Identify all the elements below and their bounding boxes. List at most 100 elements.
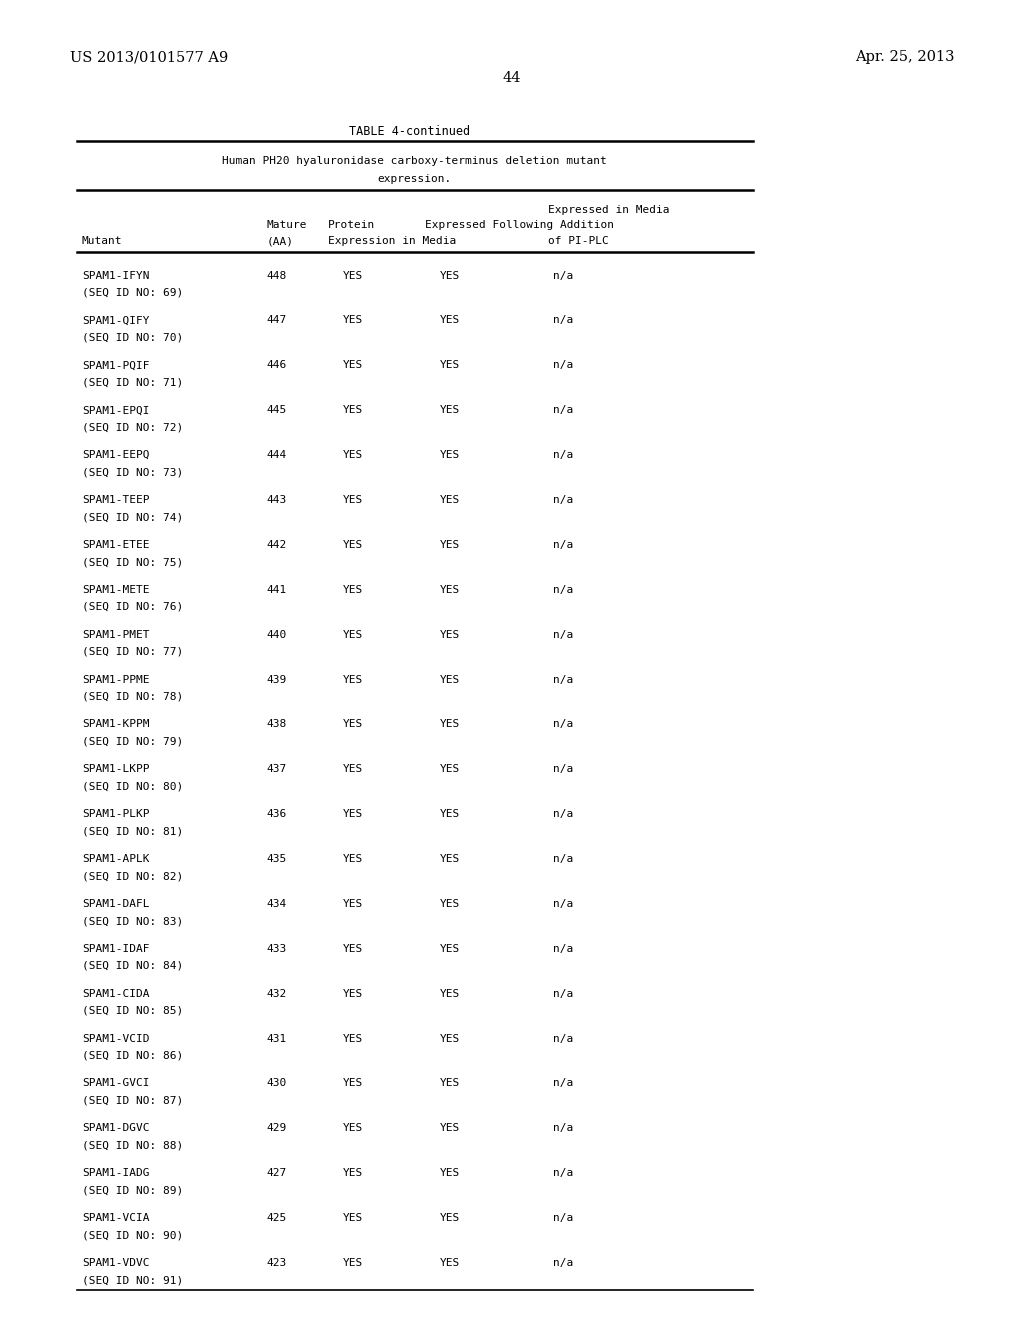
Text: SPAM1-LKPP: SPAM1-LKPP — [82, 764, 150, 775]
Text: SPAM1-METE: SPAM1-METE — [82, 585, 150, 595]
Text: SPAM1-TEEP: SPAM1-TEEP — [82, 495, 150, 506]
Text: Mutant: Mutant — [82, 236, 123, 247]
Text: SPAM1-VCID: SPAM1-VCID — [82, 1034, 150, 1044]
Text: Protein: Protein — [328, 220, 375, 231]
Text: YES: YES — [343, 1034, 364, 1044]
Text: YES: YES — [343, 450, 364, 461]
Text: US 2013/0101577 A9: US 2013/0101577 A9 — [70, 50, 228, 65]
Text: SPAM1-APLK: SPAM1-APLK — [82, 854, 150, 865]
Text: (SEQ ID NO: 91): (SEQ ID NO: 91) — [82, 1275, 183, 1286]
Text: (SEQ ID NO: 83): (SEQ ID NO: 83) — [82, 916, 183, 927]
Text: n/a: n/a — [553, 944, 573, 954]
Text: YES: YES — [440, 315, 461, 326]
Text: n/a: n/a — [553, 764, 573, 775]
Text: SPAM1-VCIA: SPAM1-VCIA — [82, 1213, 150, 1224]
Text: YES: YES — [440, 360, 461, 371]
Text: YES: YES — [343, 271, 364, 281]
Text: 430: 430 — [266, 1078, 287, 1089]
Text: YES: YES — [440, 1123, 461, 1134]
Text: YES: YES — [343, 899, 364, 909]
Text: YES: YES — [343, 585, 364, 595]
Text: SPAM1-IADG: SPAM1-IADG — [82, 1168, 150, 1179]
Text: (AA): (AA) — [266, 236, 293, 247]
Text: YES: YES — [440, 675, 461, 685]
Text: Apr. 25, 2013: Apr. 25, 2013 — [855, 50, 954, 65]
Text: (SEQ ID NO: 90): (SEQ ID NO: 90) — [82, 1230, 183, 1241]
Text: 438: 438 — [266, 719, 287, 730]
Text: 434: 434 — [266, 899, 287, 909]
Text: YES: YES — [440, 1078, 461, 1089]
Text: n/a: n/a — [553, 719, 573, 730]
Text: Expression in Media: Expression in Media — [328, 236, 456, 247]
Text: (SEQ ID NO: 73): (SEQ ID NO: 73) — [82, 467, 183, 478]
Text: TABLE 4-continued: TABLE 4-continued — [349, 125, 470, 139]
Text: SPAM1-CIDA: SPAM1-CIDA — [82, 989, 150, 999]
Text: YES: YES — [343, 540, 364, 550]
Text: YES: YES — [440, 271, 461, 281]
Text: YES: YES — [343, 1258, 364, 1269]
Text: n/a: n/a — [553, 1123, 573, 1134]
Text: 445: 445 — [266, 405, 287, 416]
Text: YES: YES — [343, 1078, 364, 1089]
Text: YES: YES — [440, 585, 461, 595]
Text: (SEQ ID NO: 80): (SEQ ID NO: 80) — [82, 781, 183, 792]
Text: YES: YES — [440, 450, 461, 461]
Text: n/a: n/a — [553, 271, 573, 281]
Text: (SEQ ID NO: 82): (SEQ ID NO: 82) — [82, 871, 183, 882]
Text: expression.: expression. — [378, 174, 452, 185]
Text: Expressed in Media: Expressed in Media — [548, 205, 670, 215]
Text: YES: YES — [343, 405, 364, 416]
Text: 443: 443 — [266, 495, 287, 506]
Text: YES: YES — [440, 944, 461, 954]
Text: SPAM1-VDVC: SPAM1-VDVC — [82, 1258, 150, 1269]
Text: SPAM1-PLKP: SPAM1-PLKP — [82, 809, 150, 820]
Text: YES: YES — [440, 495, 461, 506]
Text: YES: YES — [343, 809, 364, 820]
Text: 44: 44 — [503, 71, 521, 86]
Text: 440: 440 — [266, 630, 287, 640]
Text: SPAM1-EEPQ: SPAM1-EEPQ — [82, 450, 150, 461]
Text: YES: YES — [440, 854, 461, 865]
Text: SPAM1-PQIF: SPAM1-PQIF — [82, 360, 150, 371]
Text: 436: 436 — [266, 809, 287, 820]
Text: n/a: n/a — [553, 1168, 573, 1179]
Text: YES: YES — [440, 1213, 461, 1224]
Text: (SEQ ID NO: 70): (SEQ ID NO: 70) — [82, 333, 183, 343]
Text: n/a: n/a — [553, 1213, 573, 1224]
Text: YES: YES — [343, 719, 364, 730]
Text: Mature: Mature — [266, 220, 307, 231]
Text: YES: YES — [440, 719, 461, 730]
Text: (SEQ ID NO: 86): (SEQ ID NO: 86) — [82, 1051, 183, 1061]
Text: n/a: n/a — [553, 989, 573, 999]
Text: 441: 441 — [266, 585, 287, 595]
Text: (SEQ ID NO: 81): (SEQ ID NO: 81) — [82, 826, 183, 837]
Text: 425: 425 — [266, 1213, 287, 1224]
Text: 427: 427 — [266, 1168, 287, 1179]
Text: SPAM1-GVCI: SPAM1-GVCI — [82, 1078, 150, 1089]
Text: SPAM1-ETEE: SPAM1-ETEE — [82, 540, 150, 550]
Text: n/a: n/a — [553, 495, 573, 506]
Text: 448: 448 — [266, 271, 287, 281]
Text: (SEQ ID NO: 78): (SEQ ID NO: 78) — [82, 692, 183, 702]
Text: YES: YES — [440, 899, 461, 909]
Text: YES: YES — [343, 360, 364, 371]
Text: (SEQ ID NO: 72): (SEQ ID NO: 72) — [82, 422, 183, 433]
Text: 429: 429 — [266, 1123, 287, 1134]
Text: n/a: n/a — [553, 809, 573, 820]
Text: (SEQ ID NO: 77): (SEQ ID NO: 77) — [82, 647, 183, 657]
Text: Human PH20 hyaluronidase carboxy-terminus deletion mutant: Human PH20 hyaluronidase carboxy-terminu… — [222, 156, 607, 166]
Text: (SEQ ID NO: 89): (SEQ ID NO: 89) — [82, 1185, 183, 1196]
Text: YES: YES — [440, 1258, 461, 1269]
Text: n/a: n/a — [553, 630, 573, 640]
Text: 439: 439 — [266, 675, 287, 685]
Text: YES: YES — [440, 764, 461, 775]
Text: SPAM1-QIFY: SPAM1-QIFY — [82, 315, 150, 326]
Text: 437: 437 — [266, 764, 287, 775]
Text: SPAM1-PPME: SPAM1-PPME — [82, 675, 150, 685]
Text: YES: YES — [440, 1168, 461, 1179]
Text: n/a: n/a — [553, 675, 573, 685]
Text: SPAM1-KPPM: SPAM1-KPPM — [82, 719, 150, 730]
Text: (SEQ ID NO: 88): (SEQ ID NO: 88) — [82, 1140, 183, 1151]
Text: (SEQ ID NO: 85): (SEQ ID NO: 85) — [82, 1006, 183, 1016]
Text: (SEQ ID NO: 74): (SEQ ID NO: 74) — [82, 512, 183, 523]
